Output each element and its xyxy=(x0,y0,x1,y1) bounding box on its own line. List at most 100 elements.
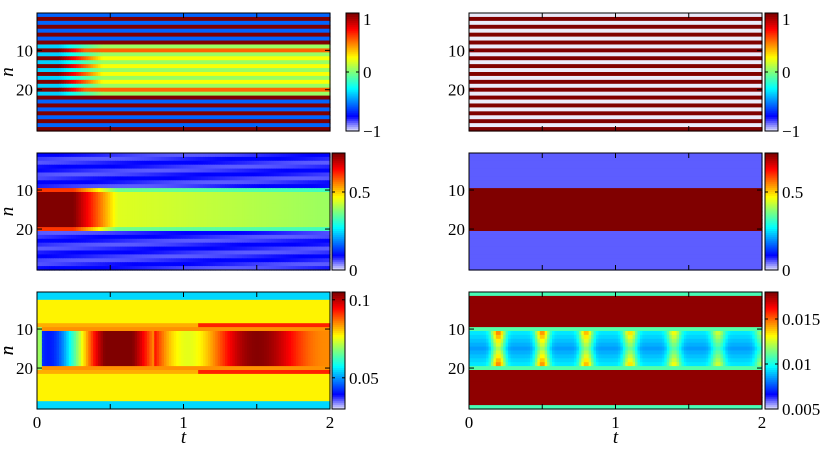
heatmap-cell xyxy=(212,262,216,267)
heatmap-cell xyxy=(295,342,299,348)
heatmap-cell xyxy=(100,64,104,69)
heatmap-cell xyxy=(259,238,263,244)
heatmap-cell xyxy=(527,334,531,340)
heatmap-cell xyxy=(281,160,285,166)
heatmap-cell xyxy=(100,153,104,158)
heatmap-cell xyxy=(102,215,106,220)
heatmap-cell xyxy=(237,199,241,205)
heatmap-cell xyxy=(278,246,282,252)
heatmap-cell xyxy=(171,184,175,189)
heatmap-cell xyxy=(232,234,236,240)
heatmap-cell xyxy=(49,350,53,355)
heatmap-cell xyxy=(276,258,280,263)
heatmap-cell xyxy=(95,72,99,77)
heatmap-cell xyxy=(222,219,226,224)
colorbar-swatch xyxy=(346,16,359,20)
heatmap-cell xyxy=(132,219,136,224)
colorbar-swatch xyxy=(346,113,359,116)
heatmap-cell xyxy=(93,211,97,216)
heatmap-cell xyxy=(76,164,87,170)
heatmap-cell xyxy=(212,254,216,259)
heatmap-cell xyxy=(251,223,255,228)
heatmap-cell xyxy=(239,238,243,244)
heatmap-cell xyxy=(222,184,226,189)
colorbar-swatch xyxy=(765,162,778,166)
heatmap-cell xyxy=(725,331,729,336)
heatmap-cell xyxy=(217,331,221,336)
heatmap-cell xyxy=(310,160,314,166)
colorbar-swatch xyxy=(765,211,778,215)
heatmap-cell xyxy=(298,346,302,352)
heatmap-cell xyxy=(127,258,131,263)
heatmap-cell xyxy=(266,358,270,363)
heatmap-cell xyxy=(308,342,312,348)
heatmap-cell xyxy=(281,331,285,336)
heatmap-cell xyxy=(268,346,272,352)
heatmap-cell xyxy=(188,211,194,216)
heatmap-cell xyxy=(178,180,182,185)
heatmap-cell xyxy=(112,254,116,259)
heatmap-cell xyxy=(93,79,97,85)
heatmap-cell xyxy=(239,211,243,216)
colorbar-swatch xyxy=(765,34,778,38)
heatmap-cell xyxy=(88,231,92,236)
heatmap-cell xyxy=(256,266,260,271)
heatmap-cell xyxy=(166,223,170,228)
heatmap-cell xyxy=(61,250,65,255)
heatmap-cell xyxy=(283,211,287,216)
heatmap-cell xyxy=(469,327,763,332)
heatmap-cell xyxy=(151,266,155,271)
heatmap-cell xyxy=(185,184,189,189)
heatmap-cell xyxy=(259,195,263,201)
heatmap-cell xyxy=(254,215,258,220)
heatmap-cell xyxy=(173,346,177,352)
heatmap-cell xyxy=(288,331,292,336)
heatmap-cell xyxy=(630,334,634,340)
heatmap-cell xyxy=(268,153,272,158)
heatmap-cell xyxy=(37,258,41,263)
heatmap-cell xyxy=(102,203,106,209)
heatmap-cell xyxy=(105,219,109,224)
heatmap-cell xyxy=(705,334,709,340)
heatmap-cell xyxy=(149,354,153,359)
heatmap-cell xyxy=(286,346,290,352)
heatmap-cell xyxy=(61,164,65,170)
heatmap-cell xyxy=(105,215,109,220)
heatmap-cell xyxy=(205,223,209,228)
heatmap-cell xyxy=(134,195,138,201)
heatmap-cell xyxy=(141,234,148,240)
heatmap-cell xyxy=(124,192,128,197)
heatmap-cell xyxy=(483,331,487,336)
heatmap-cell xyxy=(322,215,326,220)
heatmap-cell xyxy=(144,153,148,158)
heatmap-cell xyxy=(93,350,97,355)
heatmap-cell xyxy=(112,153,116,158)
heatmap-cell xyxy=(115,238,119,244)
heatmap-cell xyxy=(256,242,268,248)
heatmap-cell xyxy=(295,354,299,359)
heatmap-cell xyxy=(295,215,299,220)
heatmap-cell xyxy=(237,246,241,252)
heatmap-cell xyxy=(144,215,148,220)
heatmap-cell xyxy=(100,207,104,213)
heatmap-cell xyxy=(98,254,102,259)
heatmap-cell xyxy=(256,172,260,177)
heatmap-cell xyxy=(239,358,243,363)
heatmap-cell xyxy=(107,227,111,232)
heatmap-cell xyxy=(71,79,75,85)
heatmap-cell xyxy=(657,331,661,336)
heatmap-cell xyxy=(122,266,126,271)
heatmap-cell xyxy=(78,75,82,81)
heatmap-cell xyxy=(308,258,312,263)
heatmap-cell xyxy=(85,215,89,220)
heatmap-cell xyxy=(320,223,324,228)
heatmap-cell xyxy=(310,231,314,236)
heatmap-cell xyxy=(249,246,253,252)
heatmap-cell xyxy=(469,250,763,255)
heatmap-cell xyxy=(234,338,238,344)
heatmap-cell xyxy=(271,346,275,352)
heatmap-cell xyxy=(168,227,175,232)
heatmap-cell xyxy=(271,262,275,267)
heatmap-cell xyxy=(469,156,763,162)
heatmap-cell xyxy=(317,215,321,220)
